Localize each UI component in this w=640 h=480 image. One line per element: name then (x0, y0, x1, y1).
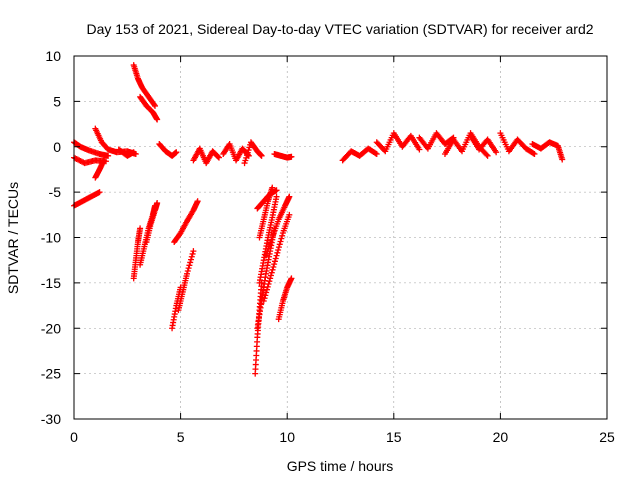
data-point (189, 250, 196, 257)
data-point (273, 252, 280, 259)
data-point (372, 150, 379, 157)
data-point (277, 238, 284, 245)
data-point (263, 286, 270, 293)
data-point (152, 102, 159, 109)
x-axis-label: GPS time / hours (287, 458, 394, 474)
x-tick-label: 5 (177, 429, 185, 445)
data-point (275, 246, 282, 253)
y-axis-label: SDTVAR / TECUs (5, 182, 21, 294)
data-point (215, 154, 222, 161)
data-point (183, 270, 190, 277)
data-point (154, 116, 161, 123)
data-point (531, 151, 538, 158)
data-point (266, 278, 273, 285)
data-point (215, 153, 222, 160)
data-point (261, 295, 268, 302)
data-point (286, 211, 293, 218)
data-point (190, 248, 197, 255)
data-point (188, 253, 195, 260)
y-axis-ticks: -30 -25 -20 -15 -10 -5 0 5 10 (41, 48, 607, 427)
data-point (273, 187, 280, 194)
data-point (187, 256, 194, 263)
data-point (105, 152, 112, 159)
data-point (274, 249, 281, 256)
y-tick-label: -10 (41, 230, 61, 246)
data-point (286, 193, 293, 200)
data-point (262, 292, 269, 299)
data-point (493, 149, 500, 156)
y-tick-label: 5 (53, 93, 61, 109)
data-point (273, 193, 280, 200)
data-point (275, 244, 282, 251)
data-point (154, 200, 161, 207)
y-tick-label: -5 (49, 184, 62, 200)
data-point (271, 258, 278, 265)
data-point (272, 255, 279, 262)
data-point (137, 225, 144, 232)
data-point (264, 283, 271, 290)
data-point (268, 269, 275, 276)
y-tick-label: 0 (53, 139, 61, 155)
data-points (71, 62, 566, 377)
data-point (263, 289, 270, 296)
x-axis-ticks: 0 5 10 15 20 25 (70, 56, 615, 445)
y-tick-label: -20 (41, 320, 61, 336)
data-point (267, 275, 274, 282)
data-point (373, 151, 380, 158)
x-tick-label: 10 (279, 429, 295, 445)
data-point (279, 232, 286, 239)
data-point (265, 281, 272, 288)
data-point (100, 157, 107, 164)
data-point (130, 149, 137, 156)
data-point (530, 150, 537, 157)
x-tick-label: 15 (386, 429, 402, 445)
data-point (258, 152, 265, 159)
data-point (184, 267, 191, 274)
data-point (270, 263, 277, 270)
x-tick-label: 0 (70, 429, 78, 445)
data-point (267, 272, 274, 279)
data-point (260, 298, 267, 305)
data-point (96, 189, 103, 196)
data-point (173, 149, 180, 156)
data-point (278, 235, 285, 242)
x-tick-label: 25 (599, 429, 615, 445)
grid-lines (74, 56, 607, 419)
chart-title: Day 153 of 2021, Sidereal Day-to-day VTE… (86, 21, 593, 37)
y-tick-label: -15 (41, 275, 61, 291)
data-point (276, 241, 283, 248)
data-point (288, 275, 295, 282)
data-point (288, 153, 295, 160)
data-point (271, 261, 278, 268)
data-point (194, 198, 201, 205)
data-point (484, 152, 491, 159)
data-point (185, 265, 192, 272)
x-tick-label: 20 (493, 429, 509, 445)
data-point (416, 146, 423, 153)
y-tick-label: -25 (41, 366, 61, 382)
data-point (559, 156, 566, 163)
y-tick-label: -30 (41, 411, 61, 427)
data-point (269, 266, 276, 273)
data-point (483, 151, 490, 158)
data-point (186, 262, 193, 269)
data-point (187, 259, 194, 266)
data-point (151, 101, 158, 108)
y-tick-label: 10 (45, 48, 61, 64)
